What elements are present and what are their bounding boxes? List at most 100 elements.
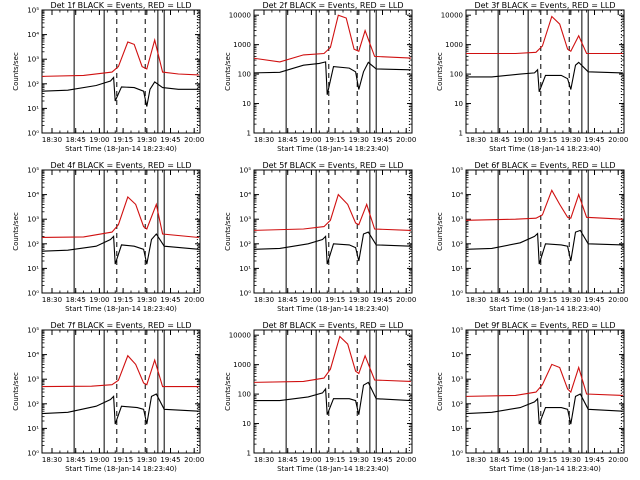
y-tick-label: 10⁰ — [27, 450, 39, 458]
y-tick-label: 10³ — [239, 216, 251, 224]
detector-panel-3: Det 3f BLACK = Events, RED = LLD 1 10 100 10… — [436, 1, 628, 153]
x-tick-label: 18:30 — [466, 136, 486, 144]
x-axis-label: Start Time (18-Jan-14 18:23:40) — [489, 145, 601, 153]
plot-frame — [465, 9, 625, 134]
y-tick-label: 10⁰ — [451, 450, 463, 458]
y-axis-label: Counts/sec — [224, 372, 232, 411]
events-series-line — [254, 61, 411, 95]
y-tick-label: 10³ — [451, 376, 463, 384]
x-tick-label: 20:00 — [608, 136, 628, 144]
lld-series-line — [42, 354, 199, 388]
x-tick-label: 19:00 — [301, 296, 321, 304]
x-tick-label: 20:00 — [396, 296, 416, 304]
y-tick-label: 1000 — [233, 361, 251, 369]
x-tick-label: 19:00 — [301, 456, 321, 464]
y-tick-label: 10 — [454, 100, 463, 108]
x-tick-label: 19:45 — [584, 456, 604, 464]
x-tick-label: 20:00 — [396, 136, 416, 144]
y-axis-label: Counts/sec — [436, 372, 444, 411]
x-tick-label: 18:30 — [254, 296, 274, 304]
x-axis-label: Start Time (18-Jan-14 18:23:40) — [65, 145, 177, 153]
events-series-line — [466, 393, 623, 425]
x-axis-label: Start Time (18-Jan-14 18:23:40) — [489, 465, 601, 473]
x-tick-label: 19:30 — [349, 456, 369, 464]
y-tick-label: 10³ — [27, 376, 39, 384]
x-tick-label: 18:45 — [490, 136, 510, 144]
x-tick-label: 18:45 — [278, 296, 298, 304]
x-tick-label: 19:15 — [325, 456, 345, 464]
lld-series-line — [254, 14, 411, 63]
x-tick-label: 19:45 — [372, 296, 392, 304]
x-tick-label: 20:00 — [396, 456, 416, 464]
plot-frame — [41, 329, 201, 454]
y-tick-label: 10⁵ — [27, 327, 39, 335]
x-tick-label: 20:00 — [184, 296, 204, 304]
y-tick-label: 10⁰ — [451, 290, 463, 298]
y-tick-label: 10⁵ — [451, 327, 463, 335]
panel-title: Det 4f BLACK = Events, RED = LLD — [50, 161, 191, 170]
lld-series-line — [466, 15, 623, 55]
y-tick-label: 10² — [27, 80, 39, 88]
x-tick-label: 19:15 — [537, 136, 557, 144]
y-tick-label: 10⁴ — [451, 351, 463, 359]
x-tick-label: 19:15 — [325, 296, 345, 304]
y-tick-label: 10² — [27, 240, 39, 248]
lld-series-line — [42, 37, 199, 77]
y-tick-label: 10¹ — [239, 265, 251, 273]
y-tick-label: 10⁴ — [27, 31, 39, 39]
x-tick-label: 20:00 — [184, 136, 204, 144]
y-tick-label: 10⁴ — [239, 191, 251, 199]
x-axis-label: Start Time (18-Jan-14 18:23:40) — [277, 305, 389, 313]
x-tick-label: 19:00 — [89, 296, 109, 304]
y-tick-label: 10¹ — [27, 265, 39, 273]
y-tick-label: 10³ — [451, 216, 463, 224]
x-tick-label: 18:30 — [254, 136, 274, 144]
y-tick-label: 10⁰ — [27, 130, 39, 138]
x-tick-label: 18:30 — [42, 296, 62, 304]
plot-frame — [253, 9, 413, 134]
panel-title: Det 5f BLACK = Events, RED = LLD — [262, 161, 403, 170]
plot-frame — [41, 9, 201, 134]
x-tick-label: 19:45 — [160, 136, 180, 144]
x-tick-label: 19:00 — [513, 296, 533, 304]
x-tick-label: 19:15 — [537, 296, 557, 304]
x-tick-label: 19:45 — [160, 456, 180, 464]
y-tick-label: 100 — [238, 391, 251, 399]
y-tick-label: 10⁵ — [451, 167, 463, 175]
x-tick-label: 18:45 — [66, 296, 86, 304]
x-tick-label: 18:45 — [66, 456, 86, 464]
y-tick-label: 10⁵ — [239, 167, 251, 175]
panel-title: Det 9f BLACK = Events, RED = LLD — [474, 321, 615, 330]
events-series-line — [466, 229, 623, 265]
y-tick-label: 10² — [239, 240, 251, 248]
x-tick-label: 20:00 — [608, 456, 628, 464]
x-tick-label: 19:00 — [89, 136, 109, 144]
y-axis-label: Counts/sec — [436, 212, 444, 251]
y-axis-label: Counts/sec — [436, 52, 444, 91]
x-tick-label: 19:00 — [513, 136, 533, 144]
x-tick-label: 18:30 — [466, 456, 486, 464]
panel-title: Det 6f BLACK = Events, RED = LLD — [474, 161, 615, 170]
y-tick-label: 100 — [238, 71, 251, 79]
x-axis-label: Start Time (18-Jan-14 18:23:40) — [489, 305, 601, 313]
x-tick-label: 19:45 — [372, 456, 392, 464]
y-tick-label: 1 — [247, 130, 251, 138]
x-tick-label: 19:00 — [89, 456, 109, 464]
plot-frame — [253, 169, 413, 294]
x-tick-label: 18:30 — [42, 136, 62, 144]
y-tick-label: 10⁰ — [27, 290, 39, 298]
x-tick-label: 19:15 — [325, 136, 345, 144]
panel-title: Det 1f BLACK = Events, RED = LLD — [50, 1, 191, 10]
y-tick-label: 10¹ — [27, 425, 39, 433]
y-axis-label: Counts/sec — [12, 372, 20, 411]
x-tick-label: 19:30 — [349, 136, 369, 144]
x-tick-label: 19:15 — [113, 136, 133, 144]
y-tick-label: 10² — [451, 400, 463, 408]
x-tick-label: 19:30 — [561, 136, 581, 144]
x-axis-label: Start Time (18-Jan-14 18:23:40) — [65, 305, 177, 313]
y-tick-label: 1000 — [445, 41, 463, 49]
events-series-line — [466, 61, 623, 92]
x-tick-label: 19:30 — [137, 296, 157, 304]
plot-frame — [253, 329, 413, 454]
y-tick-label: 10⁴ — [27, 351, 39, 359]
